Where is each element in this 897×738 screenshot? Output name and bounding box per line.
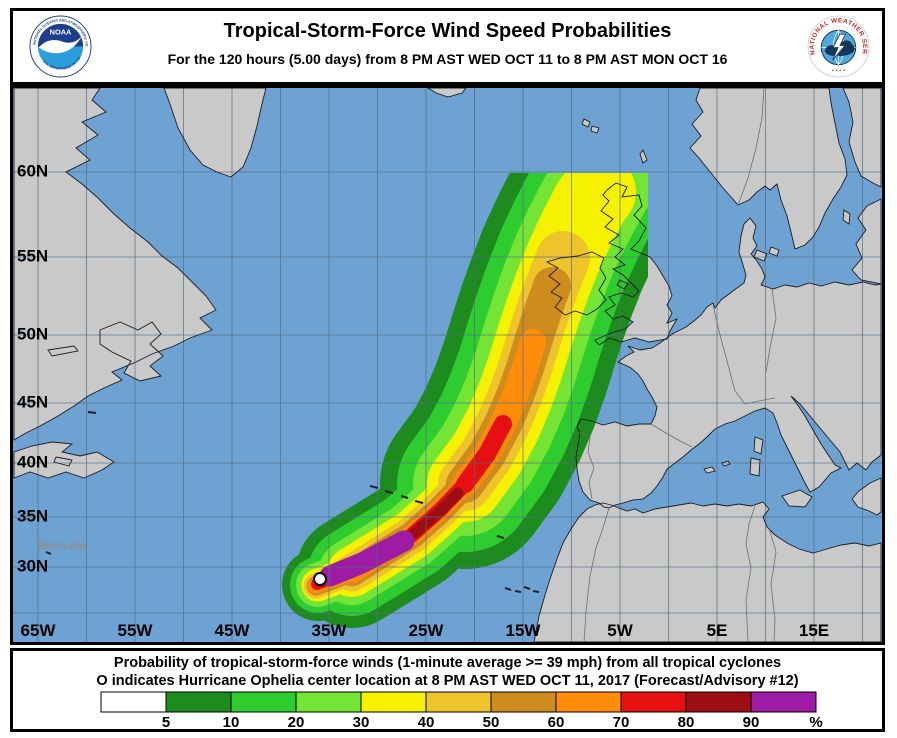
wind-probability-map: 60N 55N 50N 45N 40N 35N 30N 65W 55W 45W … — [13, 87, 882, 643]
legend-swatch — [490, 691, 557, 713]
lat-label: 30N — [17, 556, 48, 575]
legend-tick: 80 — [678, 714, 695, 729]
lat-label: 35N — [17, 506, 48, 525]
lon-label: 15E — [799, 621, 829, 640]
lat-label: 60N — [17, 161, 48, 180]
header: NOAA NATIONAL OCEANIC AND ATMOSPHERIC AD… — [10, 8, 885, 85]
prob-band-90-plus — [319, 530, 415, 587]
legend-tick: % — [809, 714, 822, 729]
legend-tick: 70 — [613, 714, 630, 729]
legend-tick: 5 — [162, 714, 170, 729]
legend-swatch — [425, 691, 492, 713]
legend-swatch — [685, 691, 752, 713]
lon-label: 15W — [506, 621, 542, 640]
latitude-labels: 60N 55N 50N 45N 40N 35N 30N — [17, 161, 48, 575]
legend-swatch — [360, 691, 427, 713]
legend-swatch — [100, 691, 167, 713]
bermuda-label: Bermuda — [38, 540, 87, 552]
lat-label: 55N — [17, 246, 48, 265]
noaa-logo: NOAA NATIONAL OCEANIC AND ATMOSPHERIC AD… — [29, 15, 92, 78]
legend-tick: 50 — [483, 714, 500, 729]
page-title: Tropical-Storm-Force Wind Speed Probabil… — [223, 20, 672, 42]
legend-tick: 20 — [288, 714, 305, 729]
nws-ring-stars: • • • • — [832, 68, 845, 74]
lon-label: 55W — [118, 621, 154, 640]
legend-tick: 90 — [743, 714, 760, 729]
legend-tick: 60 — [548, 714, 565, 729]
footer-line-2: O indicates Hurricane Ophelia center loc… — [96, 673, 799, 689]
legend-tick-labels: 5 10 20 30 40 50 60 70 80 90 % — [162, 714, 823, 729]
lon-label: 65W — [21, 621, 57, 640]
noaa-gull-icon — [38, 35, 83, 54]
legend-swatch — [165, 691, 232, 713]
noaa-abbr: NOAA — [50, 28, 72, 37]
legend-swatches — [100, 691, 817, 713]
legend-tick: 10 — [223, 714, 240, 729]
lon-label: 5E — [707, 621, 728, 640]
map-panel: 60N 55N 50N 45N 40N 35N 30N 65W 55W 45W … — [10, 85, 885, 645]
legend-swatch — [750, 691, 817, 713]
probability-legend: 5 10 20 30 40 50 60 70 80 90 % — [100, 691, 823, 729]
probability-swath — [282, 173, 648, 628]
legend-tick: 30 — [353, 714, 370, 729]
nws-logo: NATIONAL WEATHER SERVICE • • • • — [807, 15, 870, 78]
lon-label: 45W — [215, 621, 251, 640]
legend-swatch — [620, 691, 687, 713]
hurricane-center-marker — [313, 572, 327, 586]
grid-lines — [13, 88, 882, 642]
lat-label: 50N — [17, 324, 48, 343]
legend-swatch — [555, 691, 622, 713]
lat-label: 40N — [17, 452, 48, 471]
legend-swatch — [230, 691, 297, 713]
footer: Probability of tropical-storm-force wind… — [10, 648, 885, 732]
country-borders — [577, 87, 777, 643]
atlantic-islands — [45, 411, 540, 593]
page-subtitle: For the 120 hours (5.00 days) from 8 PM … — [167, 51, 728, 67]
legend-swatch — [295, 691, 362, 713]
longitude-labels: 65W 55W 45W 35W 25W 15W 5W 5E 15E — [21, 621, 830, 640]
lon-label: 25W — [409, 621, 445, 640]
lat-label: 45N — [17, 392, 48, 411]
legend-tick: 40 — [418, 714, 435, 729]
lon-label: 5W — [607, 621, 633, 640]
footer-line-1: Probability of tropical-storm-force wind… — [113, 655, 782, 671]
lon-label: 35W — [312, 621, 348, 640]
nws-lightning-icon — [832, 33, 847, 61]
